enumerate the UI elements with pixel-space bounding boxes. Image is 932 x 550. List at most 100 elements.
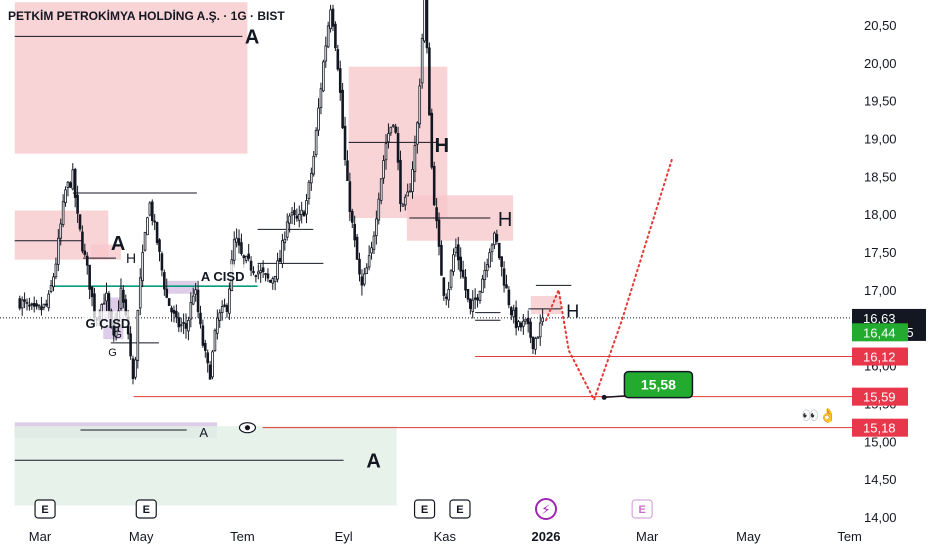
y-tick-label: 17,00 xyxy=(864,283,897,298)
event-bolt-icon xyxy=(535,498,557,520)
candle-body xyxy=(471,299,475,312)
candle-body xyxy=(531,336,535,350)
candle-body xyxy=(358,258,361,275)
candle-body xyxy=(524,318,528,322)
annotation-label: A xyxy=(245,27,259,49)
candle-body xyxy=(208,364,212,380)
candle-body xyxy=(529,321,532,338)
candle-body xyxy=(384,143,388,161)
candle-body xyxy=(273,275,277,282)
candle-body xyxy=(285,221,289,238)
candle-body xyxy=(191,295,195,305)
candle-body xyxy=(423,0,426,42)
candle-body xyxy=(211,351,214,378)
annotation-label: H xyxy=(566,302,579,322)
x-tick-label: 2026 xyxy=(532,529,561,544)
candle-body xyxy=(428,47,431,116)
candle-body xyxy=(163,272,166,290)
candle-body xyxy=(411,169,414,192)
candle-body xyxy=(399,159,402,205)
candle-body xyxy=(408,190,412,193)
annotation-label: G CISD xyxy=(86,316,131,331)
candle-body xyxy=(49,285,53,292)
candle-body xyxy=(81,231,84,252)
candle-body xyxy=(534,338,537,350)
candle-body xyxy=(391,124,395,127)
candle-body xyxy=(420,38,424,84)
event-earnings-icon xyxy=(413,499,436,519)
candle-body xyxy=(254,275,258,277)
candle-body xyxy=(307,181,311,200)
candle-body xyxy=(377,198,381,221)
candle-body xyxy=(514,307,518,329)
candle-body xyxy=(317,107,320,131)
candle-body xyxy=(481,278,484,293)
callout-box xyxy=(623,370,694,399)
candle-body xyxy=(348,181,352,212)
candle-body xyxy=(134,359,137,378)
candle-body xyxy=(319,88,323,108)
candle-body xyxy=(389,126,393,134)
candle-body xyxy=(228,288,231,314)
annotation-label: H xyxy=(435,135,449,157)
candle-body xyxy=(242,255,246,259)
candle-body xyxy=(131,358,135,379)
candle-body xyxy=(148,202,152,216)
candle-body xyxy=(25,301,29,304)
candle-body xyxy=(129,333,132,357)
candle-body xyxy=(485,264,489,272)
candle-body xyxy=(281,240,284,264)
candle-body xyxy=(83,250,87,255)
candle-body xyxy=(425,0,429,49)
event-earnings-icon xyxy=(631,499,653,519)
candle-body xyxy=(406,191,409,197)
candle-body xyxy=(541,317,544,322)
price-badge-label: 15,59 xyxy=(863,390,896,405)
candle-body xyxy=(500,256,503,267)
candle-body xyxy=(172,309,176,314)
event-earnings-label: E xyxy=(41,504,48,516)
annotation-label: H xyxy=(126,250,136,266)
candle-body xyxy=(220,306,224,313)
candle-body xyxy=(469,298,472,309)
x-tick-label: Kas xyxy=(434,529,457,544)
y-tick-label: 18,50 xyxy=(864,169,897,184)
candle-body xyxy=(264,273,267,275)
candle-body xyxy=(341,89,344,129)
candle-body xyxy=(353,223,356,241)
chart-title: PETKİM PETROKİMYA HOLDİNG A.Ş. · 1G · BI… xyxy=(8,9,285,23)
y-tick-label: 20,50 xyxy=(864,18,897,33)
candle-body xyxy=(466,288,470,300)
candle-body xyxy=(266,273,270,279)
y-tick-label: 20,00 xyxy=(864,56,897,71)
candle-body xyxy=(312,155,316,175)
candle-body xyxy=(536,336,540,339)
candle-body xyxy=(160,253,164,271)
candle-body xyxy=(271,278,275,284)
price-badge-label: 16,44 xyxy=(863,325,896,340)
event-bolt-glyph: ⚡ xyxy=(541,503,550,518)
x-tick-label: May xyxy=(736,529,761,544)
x-tick-label: Tem xyxy=(837,529,862,544)
candle-body xyxy=(189,302,193,320)
candle-body xyxy=(310,172,313,184)
candle-body xyxy=(401,204,405,207)
y-tick-label: 19,50 xyxy=(864,94,897,109)
candle-body xyxy=(396,133,400,163)
candle-body xyxy=(476,297,479,301)
candle-body xyxy=(257,271,260,275)
candle-body xyxy=(20,299,24,309)
candle-body xyxy=(223,304,226,307)
candle-body xyxy=(261,267,265,272)
candle-body xyxy=(452,254,455,272)
candle-body xyxy=(167,298,171,307)
annotation-label: H xyxy=(498,209,512,231)
candle-body xyxy=(18,298,22,309)
price-badge xyxy=(852,323,908,342)
event-earnings-icon xyxy=(34,499,56,519)
candle-body xyxy=(505,284,508,289)
annotation-label: A xyxy=(111,233,125,255)
